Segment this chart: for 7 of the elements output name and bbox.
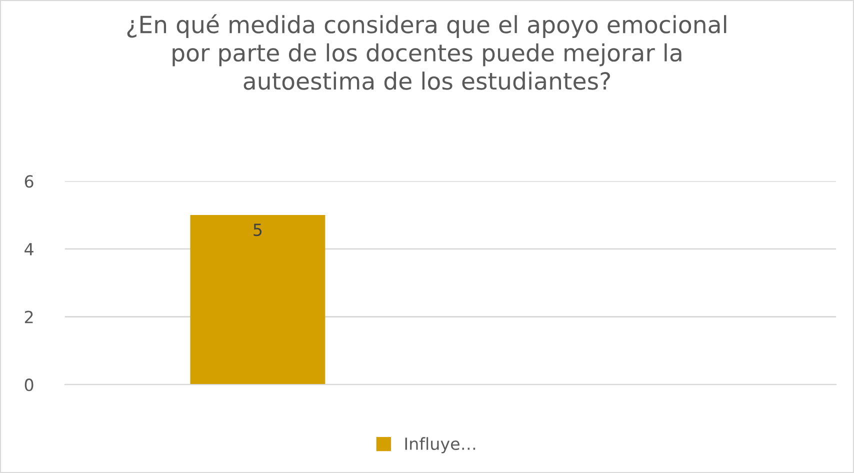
chart-title: ¿En qué medida considera que el apoyo emocional por parte de los docentes puede mejorar la autoestima de los estudiantes? <box>127 14 726 90</box>
y-tick-label: 6 <box>24 175 34 188</box>
y-tick-label: 4 <box>24 243 34 256</box>
y-tick-label: 2 <box>24 310 33 324</box>
data-label: 5 <box>254 224 262 236</box>
legend-label: Influye… <box>405 437 476 454</box>
y-tick-label: 0 <box>24 378 34 392</box>
